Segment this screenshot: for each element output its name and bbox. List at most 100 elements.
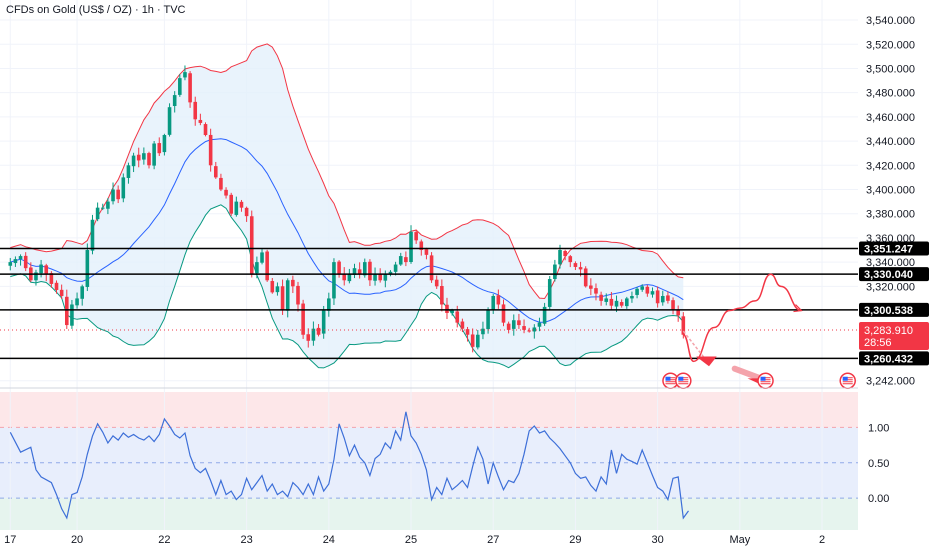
candle[interactable] [676, 305, 680, 322]
us-flag-event-icon[interactable] [675, 372, 692, 389]
candle[interactable] [162, 133, 167, 156]
candle[interactable] [594, 283, 598, 301]
candle[interactable] [332, 258, 336, 305]
candle[interactable] [496, 289, 501, 309]
candle[interactable] [409, 225, 413, 264]
candle[interactable] [249, 210, 254, 278]
candle[interactable] [136, 147, 141, 168]
candle[interactable] [347, 268, 352, 284]
candle[interactable] [553, 259, 557, 282]
candle[interactable] [573, 261, 578, 271]
candle[interactable] [619, 299, 624, 308]
candle[interactable] [270, 277, 275, 294]
candle[interactable] [671, 297, 675, 315]
candle[interactable] [198, 113, 203, 126]
candle[interactable] [501, 299, 506, 327]
candle[interactable] [445, 297, 449, 320]
candle[interactable] [563, 249, 567, 261]
oscillator[interactable] [9, 411, 689, 520]
candle[interactable] [44, 263, 49, 282]
candle[interactable] [234, 196, 239, 217]
candle[interactable] [316, 324, 321, 337]
candle[interactable] [116, 185, 120, 204]
candle[interactable] [383, 270, 388, 288]
candle[interactable] [357, 262, 362, 279]
candle[interactable] [481, 321, 485, 340]
forecast-line[interactable] [682, 273, 802, 363]
lower-band-line[interactable] [10, 204, 684, 369]
candle[interactable] [393, 261, 398, 276]
candle[interactable] [291, 275, 295, 294]
candle[interactable] [630, 291, 634, 303]
candle[interactable] [188, 71, 192, 108]
candle[interactable] [8, 257, 13, 271]
candle[interactable] [219, 173, 223, 192]
candle[interactable] [59, 284, 64, 299]
candle[interactable] [131, 152, 136, 173]
candle[interactable] [13, 256, 18, 267]
candle[interactable] [368, 259, 372, 286]
candle[interactable] [404, 251, 408, 267]
candle[interactable] [152, 140, 156, 170]
candle[interactable] [398, 252, 403, 266]
candle[interactable] [70, 299, 74, 329]
candle[interactable] [306, 328, 311, 348]
candle[interactable] [609, 291, 614, 311]
candle[interactable] [95, 202, 100, 222]
candle[interactable] [547, 275, 552, 310]
candle[interactable] [285, 278, 290, 318]
candle[interactable] [527, 327, 531, 333]
candle[interactable] [183, 65, 187, 81]
candle[interactable] [172, 91, 177, 113]
candle[interactable] [517, 313, 521, 329]
candle[interactable] [465, 326, 470, 342]
candle[interactable] [126, 162, 131, 184]
candle[interactable] [85, 243, 90, 292]
time-axis[interactable]: 17 20 22 23 24 25 27 29 30 May 2 [4, 534, 825, 546]
candle[interactable] [100, 203, 105, 211]
basis-line[interactable] [10, 138, 684, 323]
candle[interactable] [583, 266, 588, 288]
candle[interactable] [90, 214, 95, 255]
candle[interactable] [440, 279, 444, 312]
candle[interactable] [424, 247, 429, 260]
candle[interactable] [203, 122, 208, 137]
candle[interactable] [213, 161, 218, 179]
candle[interactable] [280, 279, 285, 315]
candle[interactable] [260, 249, 264, 265]
candle[interactable] [157, 137, 162, 157]
candle[interactable] [75, 292, 79, 309]
candle[interactable] [352, 263, 357, 279]
candle[interactable] [506, 321, 511, 334]
candle[interactable] [604, 293, 609, 306]
upper-band-line[interactable] [10, 43, 684, 300]
candle[interactable] [121, 173, 126, 203]
candle[interactable] [54, 280, 59, 294]
candle[interactable] [167, 103, 172, 137]
candle[interactable] [80, 284, 85, 306]
candle[interactable] [311, 321, 316, 346]
candle[interactable] [429, 252, 434, 283]
candle[interactable] [650, 287, 655, 298]
candle[interactable] [373, 267, 377, 286]
candle[interactable] [142, 147, 146, 165]
candle[interactable] [522, 319, 526, 334]
candle[interactable] [327, 292, 331, 317]
candle[interactable] [178, 74, 182, 97]
candle[interactable] [275, 282, 280, 296]
candle[interactable] [568, 254, 573, 268]
candle[interactable] [193, 96, 198, 126]
candle[interactable] [419, 239, 424, 256]
candle[interactable] [321, 305, 326, 339]
candle[interactable] [244, 206, 249, 222]
candle[interactable] [34, 269, 38, 286]
candle[interactable] [224, 187, 228, 199]
candle[interactable] [476, 329, 480, 350]
candle[interactable] [229, 192, 233, 216]
candle[interactable] [414, 229, 418, 244]
candle[interactable] [23, 252, 28, 272]
candle[interactable] [511, 314, 516, 336]
candle[interactable] [265, 249, 269, 282]
candle[interactable] [434, 275, 439, 289]
